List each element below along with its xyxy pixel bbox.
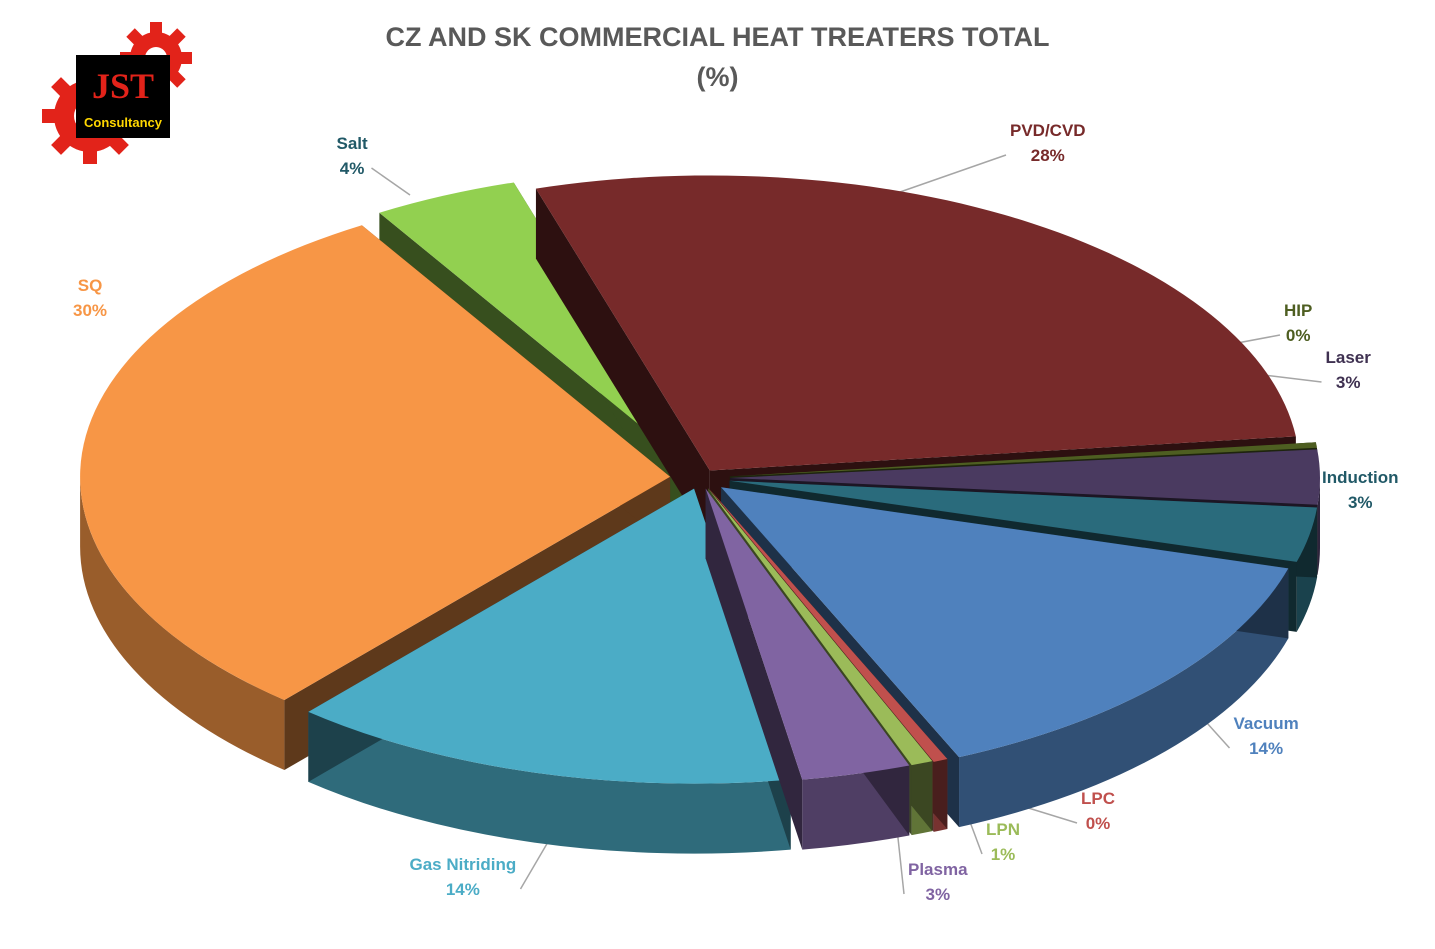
label-salt-name: Salt xyxy=(336,134,368,153)
label-pvd-cvd-value: 28% xyxy=(1030,146,1065,165)
label-lpc-name: LPC xyxy=(1081,789,1115,808)
label-lpn-value: 1% xyxy=(990,845,1016,864)
label-induction-value: 3% xyxy=(1347,493,1373,512)
label-sq-name: SQ xyxy=(77,276,103,295)
label-gas-nitriding-name: Gas Nitriding xyxy=(409,855,517,874)
label-lpn: LPN 1% xyxy=(986,817,1020,867)
label-sq-value: 30% xyxy=(73,301,108,320)
label-hip-name: HIP xyxy=(1284,301,1313,320)
chart-title: CZ AND SK COMMERCIAL HEAT TREATERS TOTAL xyxy=(385,22,1050,52)
label-lpn-name: LPN xyxy=(986,820,1020,839)
label-salt: Salt 4% xyxy=(337,131,368,181)
chart-subtitle: (%) xyxy=(696,62,739,92)
label-vacuum-value: 14% xyxy=(1249,739,1284,758)
logo-text-bottom: Consultancy xyxy=(84,115,163,130)
leader-line-pvd-cvd xyxy=(899,154,1007,193)
pie-slices xyxy=(80,175,1320,854)
label-hip: HIP 0% xyxy=(1284,298,1312,348)
label-gas-nitriding: Gas Nitriding 14% xyxy=(410,852,517,902)
label-induction: Induction 3% xyxy=(1322,465,1398,515)
label-sq: SQ 30% xyxy=(73,273,107,323)
label-laser-value: 3% xyxy=(1335,373,1361,392)
label-lpc-value: 0% xyxy=(1085,814,1111,833)
label-salt-value: 4% xyxy=(339,159,365,178)
label-plasma-name: Plasma xyxy=(908,860,968,879)
logo-text-top: JST xyxy=(92,66,154,106)
jst-consultancy-logo: JST Consultancy xyxy=(38,18,193,168)
label-pvd-cvd-name: PVD/CVD xyxy=(1010,121,1086,140)
gear-icon: JST Consultancy xyxy=(42,22,192,164)
label-lpc: LPC 0% xyxy=(1081,786,1115,836)
label-plasma-value: 3% xyxy=(925,885,951,904)
label-gas-nitriding-value: 14% xyxy=(445,880,480,899)
leader-line-salt xyxy=(371,167,411,196)
label-hip-value: 0% xyxy=(1285,326,1311,345)
label-laser-name: Laser xyxy=(1325,348,1371,367)
slice-plasma xyxy=(705,488,910,850)
label-vacuum: Vacuum 14% xyxy=(1234,711,1299,761)
label-pvd-cvd: PVD/CVD 28% xyxy=(1010,118,1086,168)
label-laser: Laser 3% xyxy=(1326,345,1371,395)
label-vacuum-name: Vacuum xyxy=(1233,714,1299,733)
label-plasma: Plasma 3% xyxy=(908,857,968,907)
label-induction-name: Induction xyxy=(1322,468,1399,487)
